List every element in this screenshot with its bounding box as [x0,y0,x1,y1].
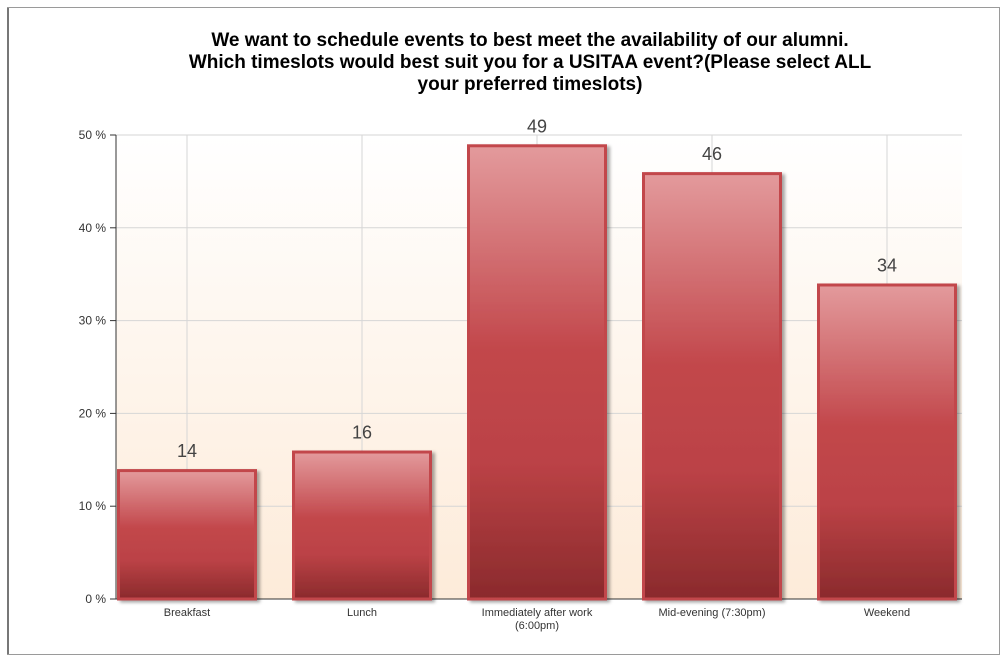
x-tick-label: Lunch [347,607,377,619]
y-tick-label: 50 % [79,128,107,142]
bar [817,283,957,601]
value-label: 49 [527,116,547,136]
x-tick-wrap: Immediately after work (6:00pm) [481,607,593,632]
x-tick-wrap: Mid-evening (7:30pm) [658,607,766,619]
chart-title: We want to schedule events to best meet … [211,30,848,51]
value-label: 34 [877,255,897,275]
x-tick-label: Weekend [863,607,911,619]
x-tick-wrap: Breakfast [163,607,211,619]
chart-title: your preferred timeslots) [418,74,643,95]
x-tick-label: Immediately after work (6:00pm) [481,607,593,632]
chart-title: Which timeslots would best suit you for … [189,52,872,73]
x-tick-label: Mid-evening (7:30pm) [658,607,766,619]
value-label: 16 [352,423,372,443]
bar [292,450,432,601]
y-tick-label: 10 % [79,499,107,513]
value-label: 46 [702,144,722,164]
y-tick-label: 0 % [85,592,106,606]
x-tick-wrap: Lunch [347,607,377,619]
bar [642,172,782,601]
y-tick-label: 30 % [79,314,107,328]
bar [117,469,257,601]
bar [467,144,607,601]
x-tick-label: Breakfast [163,607,211,619]
value-label: 14 [177,441,197,461]
title: We want to schedule events to best meet … [189,30,872,95]
y-tick-label: 40 % [79,221,107,235]
x-tick-wrap: Weekend [863,607,911,619]
y-tick-label: 20 % [79,406,107,420]
